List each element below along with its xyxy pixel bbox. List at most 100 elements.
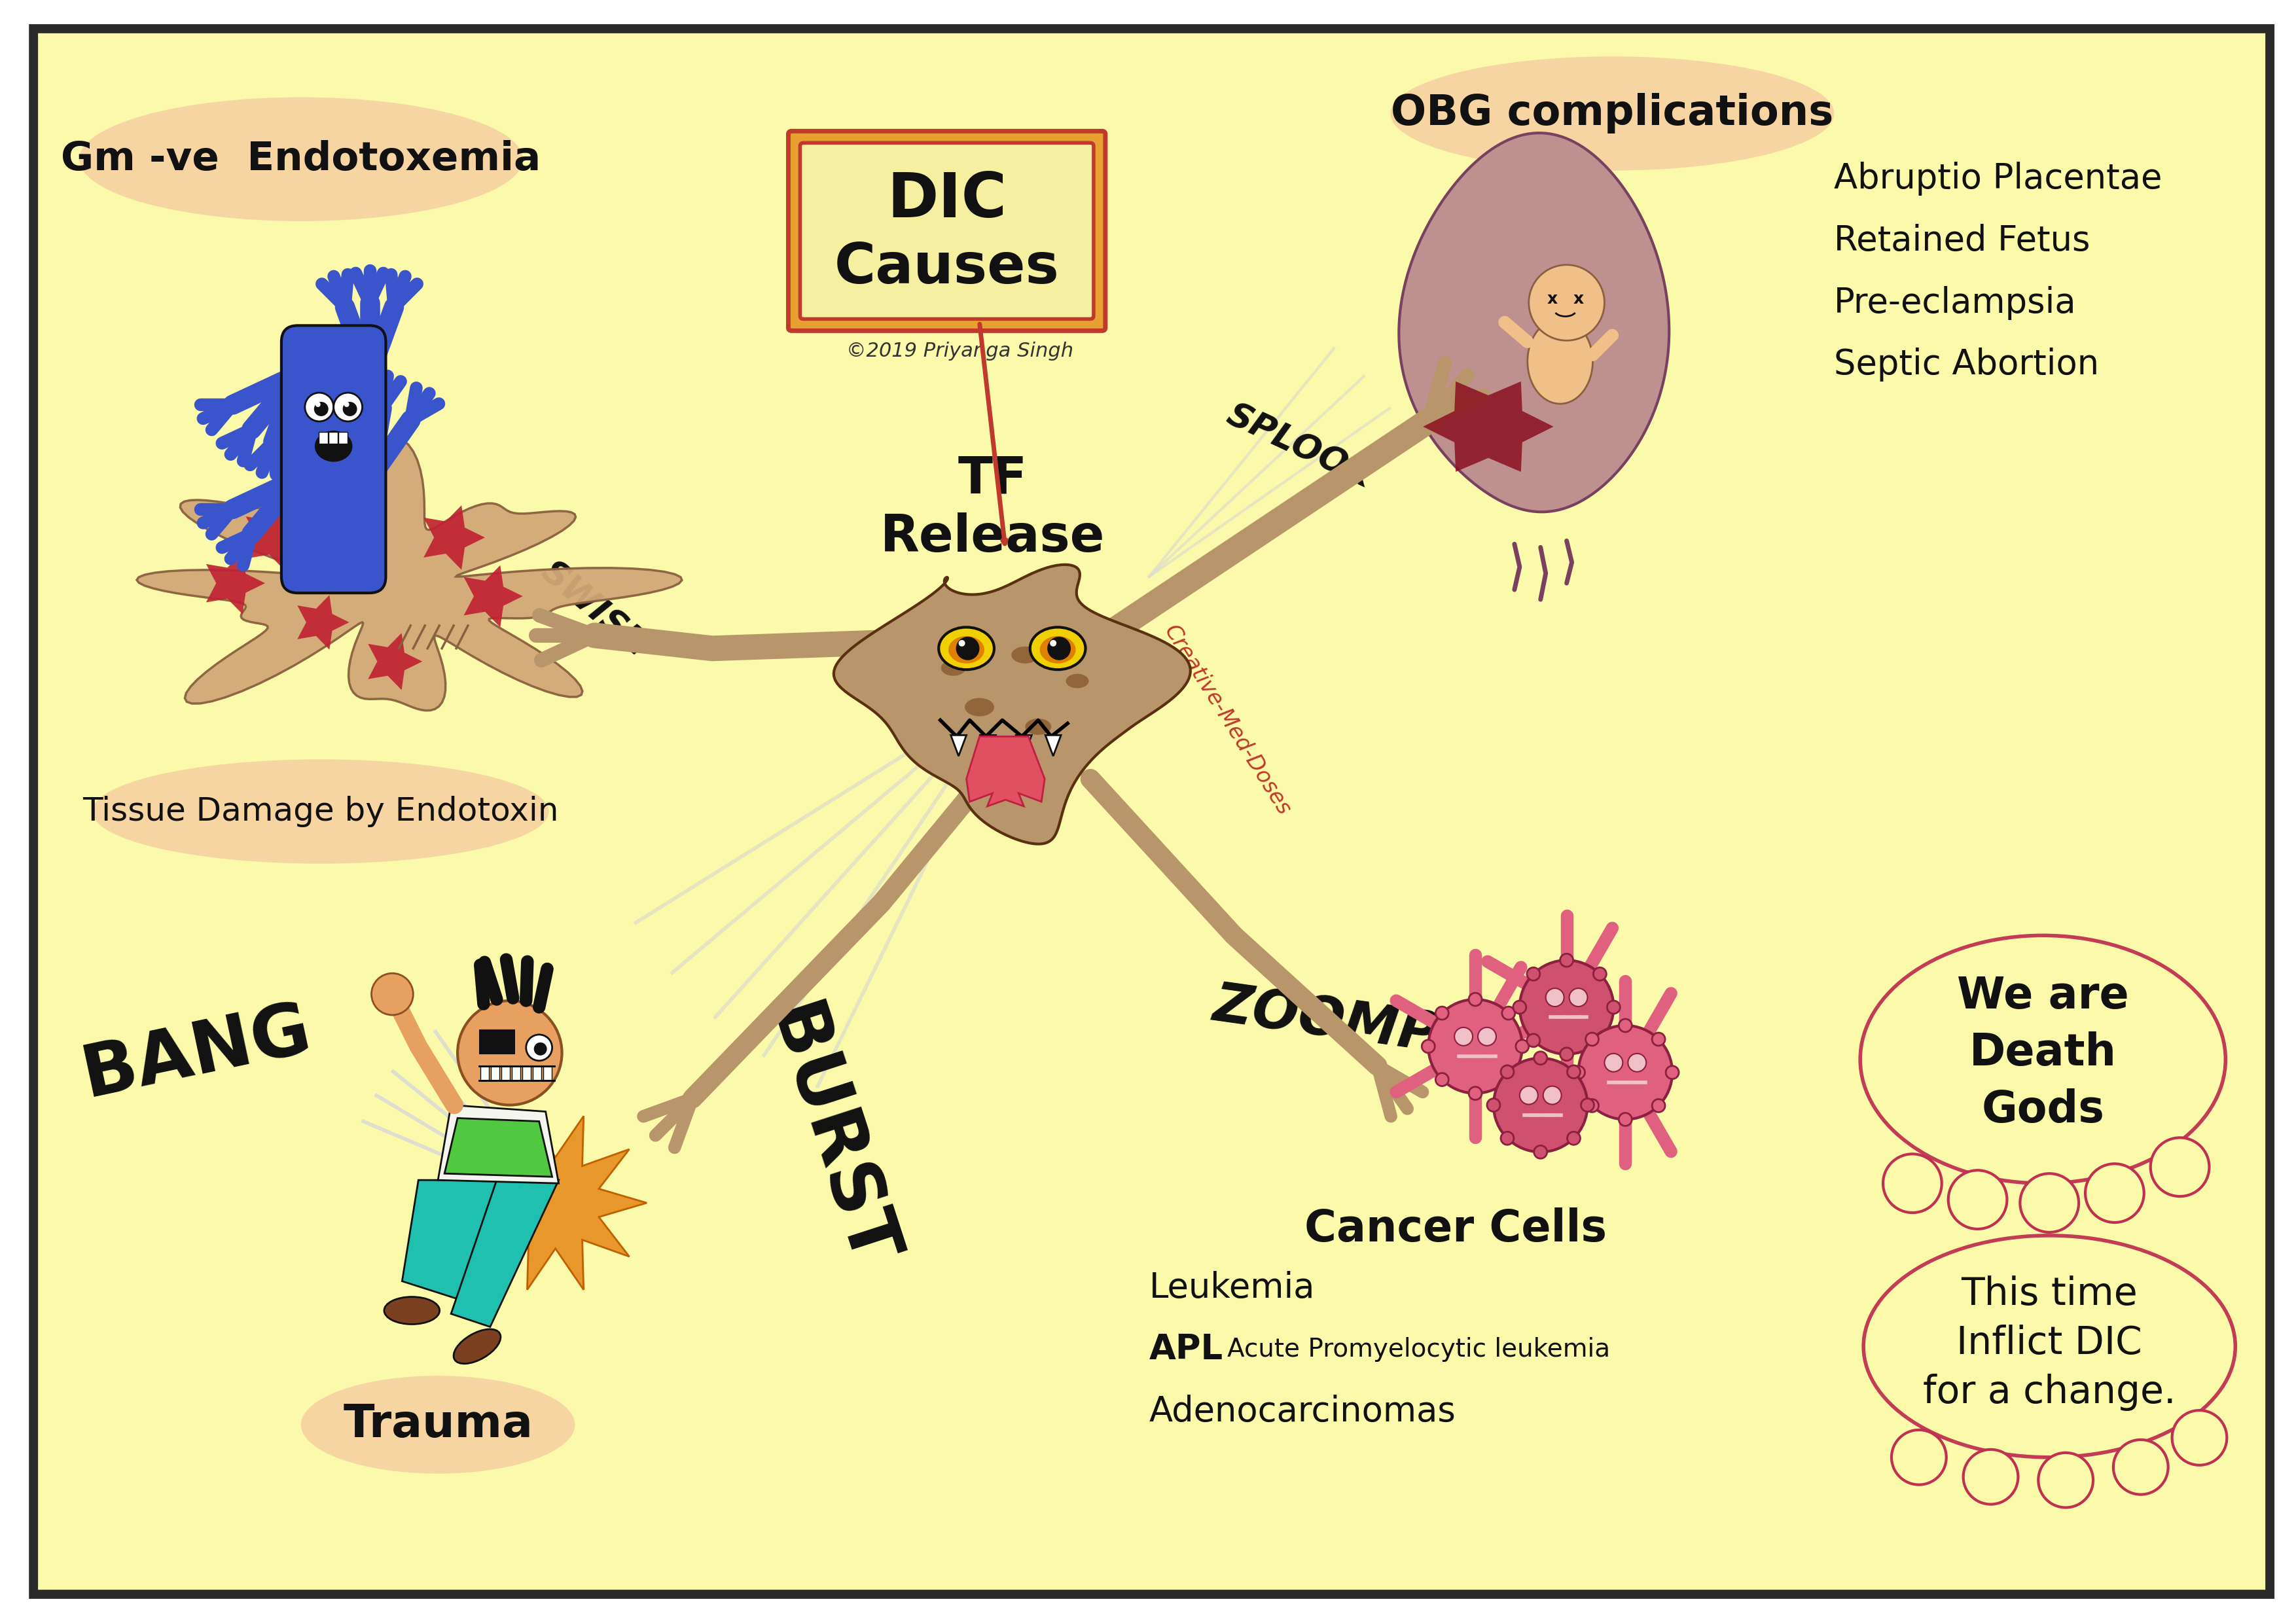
Text: Leukemia: Leukemia [1148, 1271, 1316, 1305]
Circle shape [1527, 1034, 1541, 1047]
Bar [544, 1066, 551, 1081]
Circle shape [1479, 1027, 1497, 1045]
Text: Tissue Damage by Endotoxin: Tissue Damage by Endotoxin [83, 795, 558, 828]
Polygon shape [464, 565, 523, 626]
Text: DIC: DIC [886, 170, 1006, 230]
Text: Pre-eclampsia: Pre-eclampsia [1835, 286, 2076, 320]
Circle shape [1049, 639, 1056, 646]
Text: Causes: Causes [833, 242, 1058, 295]
Circle shape [2039, 1453, 2094, 1508]
Circle shape [1520, 1086, 1538, 1104]
Circle shape [1892, 1430, 1947, 1485]
Circle shape [1587, 1032, 1598, 1045]
Polygon shape [1045, 735, 1061, 756]
Bar [512, 1066, 521, 1081]
Circle shape [1515, 1040, 1529, 1053]
Circle shape [1469, 1087, 1481, 1100]
Ellipse shape [301, 1376, 574, 1474]
Ellipse shape [1024, 719, 1052, 735]
Bar [319, 432, 328, 443]
Circle shape [1605, 1053, 1623, 1071]
Text: Adenocarcinomas: Adenocarcinomas [1148, 1394, 1456, 1428]
Text: APL: APL [1148, 1332, 1224, 1367]
Circle shape [1587, 1099, 1598, 1112]
Circle shape [1502, 1073, 1515, 1086]
Text: This time
Inflict DIC
for a change.: This time Inflict DIC for a change. [1924, 1276, 2177, 1410]
Text: Abruptio Placentae: Abruptio Placentae [1835, 162, 2163, 196]
Polygon shape [246, 503, 310, 571]
FancyBboxPatch shape [799, 143, 1093, 320]
Circle shape [955, 636, 980, 661]
Circle shape [457, 1001, 563, 1105]
FancyBboxPatch shape [282, 326, 386, 592]
Circle shape [2020, 1173, 2078, 1232]
Polygon shape [422, 505, 484, 570]
Polygon shape [207, 552, 264, 613]
Bar [480, 1066, 489, 1081]
Text: ZOOMP: ZOOMP [1210, 979, 1442, 1063]
Bar [501, 1066, 510, 1081]
Circle shape [1502, 1131, 1513, 1144]
Circle shape [1653, 1099, 1665, 1112]
Bar [328, 432, 338, 443]
Circle shape [1963, 1449, 2018, 1505]
Polygon shape [464, 1117, 647, 1290]
Circle shape [1582, 1099, 1593, 1112]
Text: x: x [1573, 291, 1584, 307]
Text: ©2019 Priyanga Singh: ©2019 Priyanga Singh [847, 342, 1075, 360]
Text: OBG complications: OBG complications [1391, 93, 1835, 133]
Ellipse shape [1860, 935, 2225, 1183]
Ellipse shape [941, 661, 967, 675]
Circle shape [526, 1034, 551, 1061]
Circle shape [333, 393, 363, 422]
Polygon shape [439, 1105, 558, 1183]
Circle shape [1453, 1027, 1472, 1045]
Circle shape [1619, 1113, 1632, 1126]
Polygon shape [367, 633, 422, 690]
Circle shape [1607, 1001, 1621, 1014]
Circle shape [535, 1042, 546, 1055]
Text: We are
Death
Gods: We are Death Gods [1956, 974, 2128, 1131]
Polygon shape [833, 565, 1189, 844]
Polygon shape [450, 1180, 558, 1328]
Ellipse shape [939, 626, 994, 670]
Bar [533, 1066, 542, 1081]
Ellipse shape [1013, 646, 1038, 664]
Ellipse shape [1031, 626, 1086, 670]
Bar [480, 1029, 514, 1055]
Bar [338, 432, 347, 443]
Circle shape [2112, 1440, 2167, 1495]
Circle shape [1469, 993, 1481, 1006]
Polygon shape [1017, 735, 1031, 756]
Circle shape [315, 403, 328, 415]
Circle shape [1619, 1019, 1632, 1032]
Ellipse shape [980, 738, 1003, 753]
Circle shape [1593, 1034, 1607, 1047]
Text: SWISH: SWISH [535, 555, 654, 664]
Polygon shape [980, 735, 996, 756]
Text: x: x [1548, 291, 1557, 307]
Circle shape [1667, 1066, 1678, 1079]
Circle shape [2085, 1164, 2144, 1222]
Polygon shape [1424, 381, 1554, 472]
Circle shape [1520, 961, 1614, 1055]
Text: TF: TF [957, 454, 1026, 503]
Circle shape [1568, 1131, 1580, 1144]
Circle shape [1488, 1099, 1499, 1112]
Circle shape [1628, 1053, 1646, 1071]
Ellipse shape [92, 760, 549, 863]
Text: Septic Abortion: Septic Abortion [1835, 347, 2099, 381]
Polygon shape [967, 737, 1045, 807]
Ellipse shape [1391, 57, 1835, 170]
Circle shape [1435, 1073, 1449, 1086]
Circle shape [1568, 1065, 1580, 1078]
Circle shape [1559, 1047, 1573, 1061]
Ellipse shape [1040, 636, 1077, 664]
Circle shape [1949, 1170, 2007, 1229]
Polygon shape [296, 596, 349, 649]
Text: BANG: BANG [76, 995, 317, 1112]
Text: Acute Promyelocytic leukemia: Acute Promyelocytic leukemia [1228, 1337, 1609, 1362]
Circle shape [1653, 1032, 1665, 1045]
Polygon shape [445, 1118, 551, 1177]
Circle shape [342, 403, 358, 415]
